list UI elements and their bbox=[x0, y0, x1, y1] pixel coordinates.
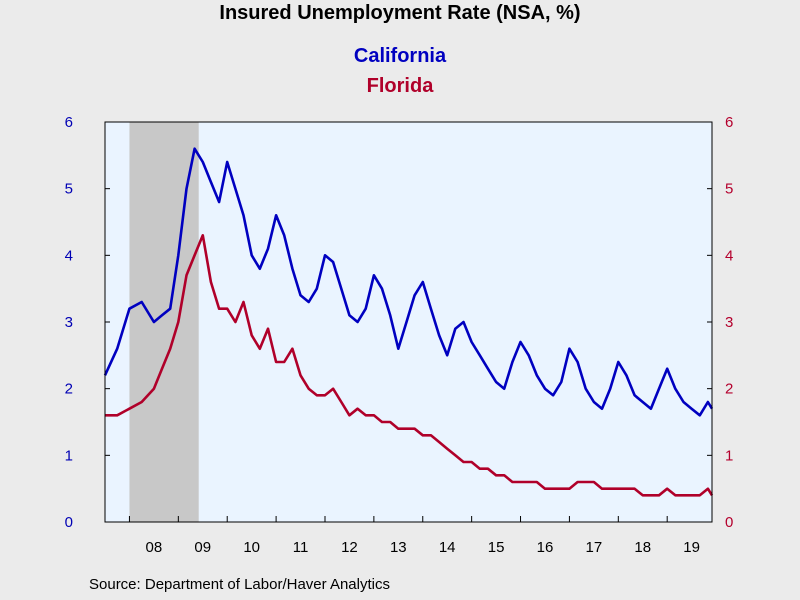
y-left-tick-label: 5 bbox=[65, 181, 73, 198]
series-line-florida bbox=[105, 234, 714, 497]
x-tick-label: 14 bbox=[439, 539, 456, 556]
x-tick-label: 13 bbox=[390, 539, 407, 556]
x-tick-label: 16 bbox=[537, 539, 554, 556]
y-right-tick-label: 3 bbox=[725, 314, 733, 331]
y-left-tick-label: 4 bbox=[65, 247, 73, 264]
y-right-tick-label: 6 bbox=[725, 114, 733, 131]
x-tick-label: 12 bbox=[341, 539, 358, 556]
series-layer bbox=[103, 147, 714, 497]
y-left-tick-label: 0 bbox=[65, 514, 73, 531]
legend-florida: Florida bbox=[366, 75, 434, 97]
y-left-tick-label: 2 bbox=[65, 381, 73, 398]
y-right-tick-label: 2 bbox=[725, 381, 733, 398]
series-line-california bbox=[103, 147, 714, 417]
legend-california: California bbox=[353, 45, 447, 67]
x-tick-label: 09 bbox=[194, 539, 211, 556]
x-tick-label: 15 bbox=[488, 539, 505, 556]
x-tick-label: 08 bbox=[146, 539, 163, 556]
y-left-tick-label: 3 bbox=[65, 314, 73, 331]
x-tick-label: 18 bbox=[634, 539, 651, 556]
x-tick-label: 10 bbox=[243, 539, 260, 556]
x-tick-label: 17 bbox=[586, 539, 603, 556]
y-left-tick-label: 1 bbox=[65, 447, 73, 464]
source-note: Source: Department of Labor/Haver Analyt… bbox=[89, 576, 390, 593]
x-tick-label: 11 bbox=[293, 539, 309, 556]
plot-area bbox=[105, 122, 712, 522]
y-right-tick-label: 1 bbox=[725, 447, 733, 464]
x-tick-label: 19 bbox=[683, 539, 700, 556]
y-right-tick-label: 4 bbox=[725, 247, 733, 264]
chart-title: Insured Unemployment Rate (NSA, %) bbox=[219, 2, 581, 24]
y-right-tick-label: 0 bbox=[725, 514, 733, 531]
y-right-tick-label: 5 bbox=[725, 181, 733, 198]
y-left-tick-label: 6 bbox=[65, 114, 73, 131]
